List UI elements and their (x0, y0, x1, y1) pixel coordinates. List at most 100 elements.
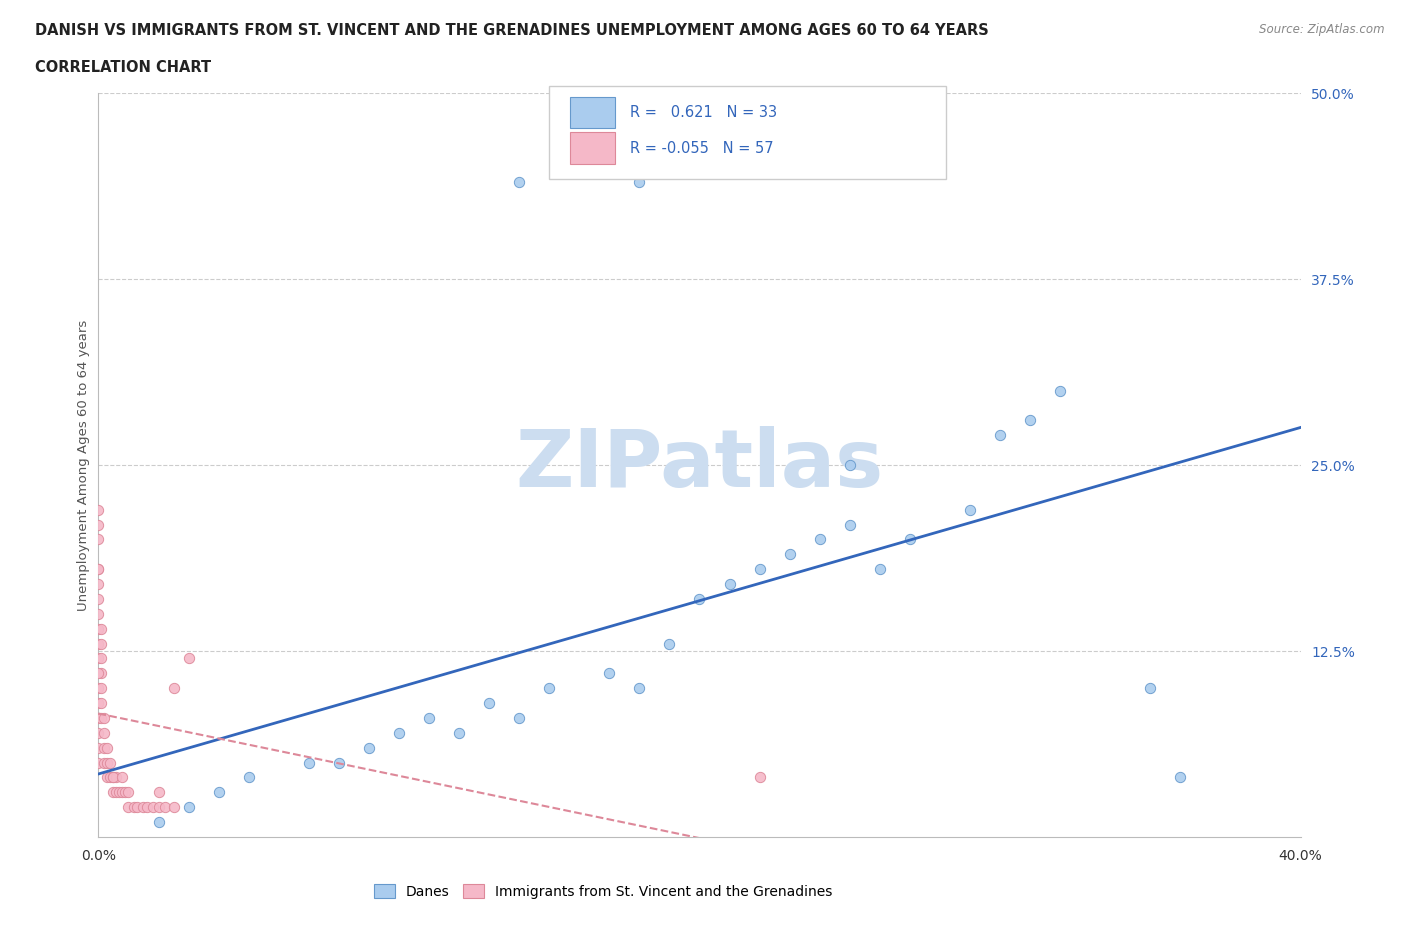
Point (508, 711, 530, 725)
Point (100, 770, 122, 785)
Point (108, 785, 131, 800)
Point (779, 547, 801, 562)
Point (1170, 770, 1192, 785)
Point (898, 532, 921, 547)
Point (117, 800, 139, 815)
Point (93, 740, 115, 755)
Point (689, 591, 711, 606)
Point (357, 740, 380, 755)
Point (87, 562, 110, 577)
Point (838, 458, 860, 472)
Point (148, 815, 170, 830)
Point (238, 770, 260, 785)
Point (90, 666, 112, 681)
Point (105, 770, 128, 785)
Point (162, 681, 184, 696)
Point (103, 770, 125, 785)
Point (598, 666, 620, 681)
Point (658, 636, 681, 651)
Point (148, 785, 170, 800)
Text: DANISH VS IMMIGRANTS FROM ST. VINCENT AND THE GRENADINES UNEMPLOYMENT AMONG AGES: DANISH VS IMMIGRANTS FROM ST. VINCENT AN… (35, 23, 988, 38)
Point (117, 785, 139, 800)
Text: R = -0.055   N = 57: R = -0.055 N = 57 (630, 140, 773, 155)
Point (538, 681, 561, 696)
Point (177, 800, 200, 815)
Point (87, 740, 110, 755)
Bar (569, 132, 616, 164)
Point (90, 711, 112, 725)
Point (869, 562, 891, 577)
Point (87, 696, 110, 711)
Point (87, 502, 110, 517)
Point (87, 621, 110, 636)
Point (111, 785, 134, 800)
Point (959, 502, 981, 517)
Point (111, 770, 134, 785)
Point (838, 517, 860, 532)
Point (508, 175, 530, 190)
Point (90, 696, 112, 711)
Point (447, 725, 470, 740)
Point (162, 800, 184, 815)
Point (132, 800, 155, 815)
Point (87, 755, 110, 770)
Point (388, 725, 411, 740)
Point (93, 725, 115, 740)
Point (124, 800, 146, 815)
Point (177, 651, 200, 666)
Point (90, 681, 112, 696)
Text: Source: ZipAtlas.com: Source: ZipAtlas.com (1260, 23, 1385, 36)
Point (87, 681, 110, 696)
Point (93, 755, 115, 770)
Point (298, 755, 321, 770)
Text: ZIPatlas: ZIPatlas (516, 426, 883, 504)
Point (87, 577, 110, 591)
Point (628, 175, 651, 190)
Point (135, 800, 157, 815)
Point (87, 532, 110, 547)
Point (100, 755, 122, 770)
Text: R =   0.621   N = 33: R = 0.621 N = 33 (630, 105, 778, 120)
Point (87, 636, 110, 651)
Point (87, 725, 110, 740)
Point (87, 591, 110, 606)
Point (148, 800, 170, 815)
Point (87, 562, 110, 577)
Point (153, 800, 176, 815)
Point (103, 785, 125, 800)
Point (748, 770, 770, 785)
Point (103, 770, 125, 785)
Point (208, 785, 231, 800)
Point (1049, 383, 1071, 398)
Point (127, 800, 149, 815)
Text: CORRELATION CHART: CORRELATION CHART (35, 60, 211, 75)
Point (418, 711, 440, 725)
Point (478, 696, 501, 711)
Y-axis label: Unemployment Among Ages 60 to 64 years: Unemployment Among Ages 60 to 64 years (77, 319, 90, 611)
Point (1139, 681, 1161, 696)
Point (87, 517, 110, 532)
Point (141, 800, 163, 815)
Point (628, 681, 651, 696)
Point (87, 711, 110, 725)
Point (87, 606, 110, 621)
Point (748, 562, 770, 577)
Point (1019, 413, 1042, 428)
Point (96, 770, 118, 785)
Legend: Danes, Immigrants from St. Vincent and the Grenadines: Danes, Immigrants from St. Vincent and t… (368, 879, 838, 905)
FancyBboxPatch shape (550, 86, 946, 179)
Point (114, 785, 136, 800)
Point (328, 755, 350, 770)
Point (988, 428, 1011, 443)
Point (808, 532, 831, 547)
Point (96, 755, 118, 770)
Point (90, 636, 112, 651)
Point (90, 621, 112, 636)
Point (87, 651, 110, 666)
Point (105, 785, 128, 800)
Point (90, 651, 112, 666)
Point (96, 740, 118, 755)
Point (718, 577, 741, 591)
Bar (569, 97, 616, 128)
Point (93, 711, 115, 725)
